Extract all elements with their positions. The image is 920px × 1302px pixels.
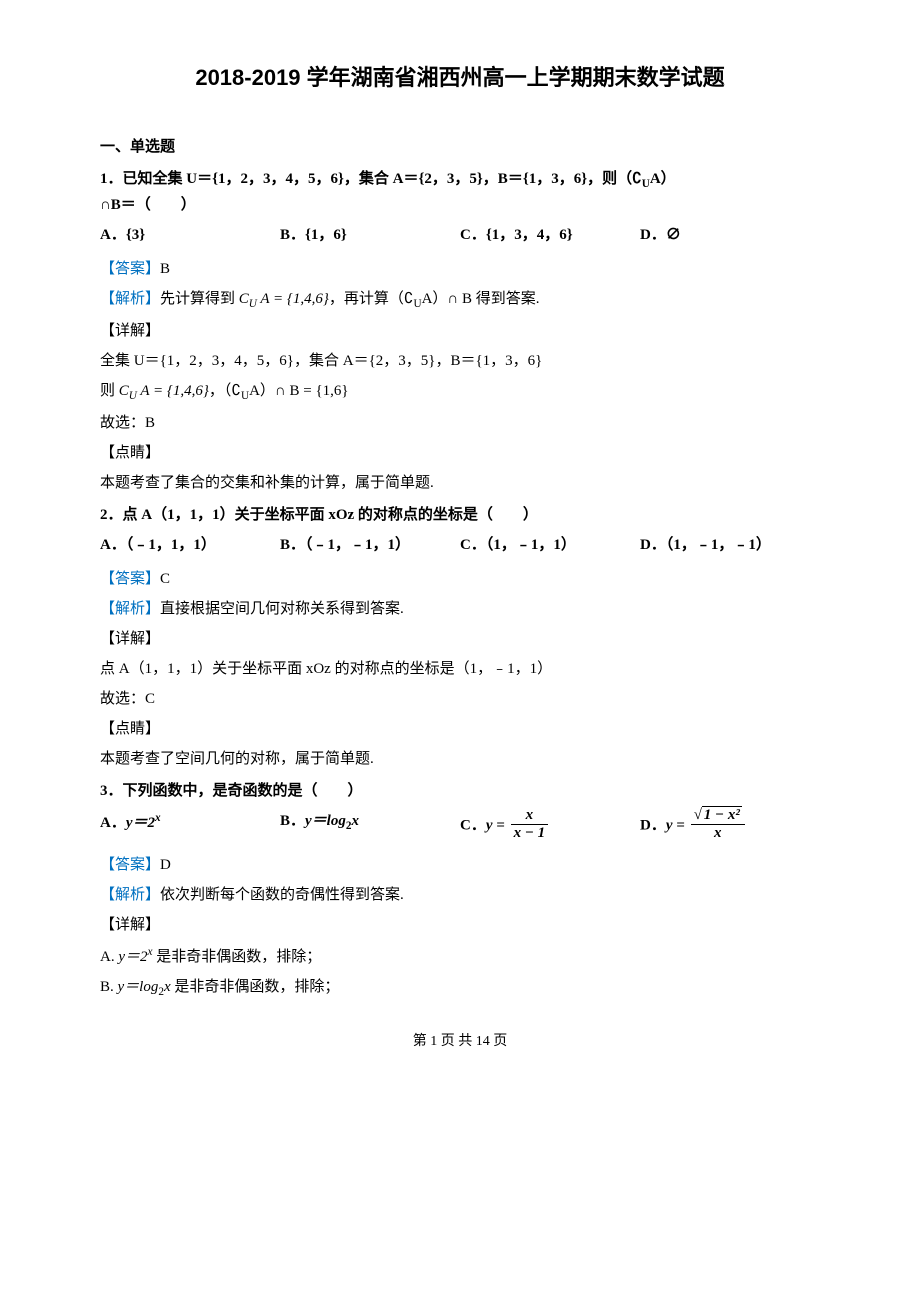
q2-opt-b: B．（﹣1，﹣1，1） <box>280 533 460 557</box>
q3-b-expr: y＝log <box>305 813 346 829</box>
q2-analysis-text: 直接根据空间几何对称关系得到答案. <box>160 601 404 617</box>
q3-d-prefix: D． <box>640 818 666 834</box>
q1-opt-a: A．{3} <box>100 223 280 247</box>
q1-options: A．{3} B．{1，6} C．{1，3，4，6} D．∅ <box>100 223 820 247</box>
q3-detailB-b: 是非奇非偶函数，排除； <box>171 979 340 995</box>
answer-tag: 【答案】 <box>100 571 160 587</box>
q3-detailB-tail: x <box>164 979 171 995</box>
q2-opt-c: C．（1，﹣1，1） <box>460 533 640 557</box>
q1-detail2: 则 CU A = {1,4,6}，（∁UA）∩ B = {1,6} <box>100 379 820 405</box>
answer-tag: 【答案】 <box>100 261 160 277</box>
q2-tip-label: 【点睛】 <box>100 717 820 741</box>
q2-answer-val: C <box>160 571 170 587</box>
q1-analysis-c: A）∩ B 得到答案. <box>422 291 540 307</box>
page-title: 2018-2019 学年湖南省湘西州高一上学期期末数学试题 <box>100 60 820 95</box>
q1-detail2-sub: U <box>241 390 249 402</box>
q2-opt-d: D．（1，﹣1，﹣1） <box>640 533 820 557</box>
q2-detail: 点 A（1，1，1）关于坐标平面 xOz 的对称点的坐标是（1，﹣1，1） <box>100 657 820 681</box>
analysis-tag: 【解析】 <box>100 601 160 617</box>
section-heading: 一、单选题 <box>100 135 820 159</box>
q3-detail-label: 【详解】 <box>100 913 820 937</box>
q3-a-sup: x <box>155 812 161 824</box>
q3-d-den: x <box>691 825 745 842</box>
q3-detailA-b: 是非奇非偶函数，排除； <box>153 949 322 965</box>
q3-detailA-expr: y＝2 <box>118 949 147 965</box>
q3-d-frac: √1 − x²x <box>691 807 745 841</box>
q1-stem-sub: U <box>642 178 650 190</box>
q1-tip-label: 【点睛】 <box>100 441 820 465</box>
q3-analysis-text: 依次判断每个函数的奇偶性得到答案. <box>160 887 404 903</box>
answer-tag: 【答案】 <box>100 857 160 873</box>
q1-detail2-expr1: CU A = {1,4,6} <box>119 383 209 399</box>
q3-c-eq: y = <box>486 818 509 834</box>
q1-detail2-c: A）∩ B = {1,6} <box>249 383 349 399</box>
q1-expr1: CU A = {1,4,6} <box>239 291 329 307</box>
q1-analysis-b: ，再计算（∁ <box>329 291 414 307</box>
q1-stem-a: 1．已知全集 U＝{1，2，3，4，5，6}，集合 A＝{2，3，5}，B＝{1… <box>100 171 642 187</box>
q3-detailA-a: A. <box>100 949 118 965</box>
q3-options: A．y＝2x B．y＝log2x C．y = xx − 1 D．y = √1 −… <box>100 809 820 843</box>
q1-answer-val: B <box>160 261 170 277</box>
page-footer: 第 1 页 共 14 页 <box>100 1031 820 1053</box>
q2-detail-label: 【详解】 <box>100 627 820 651</box>
q2-answer-line: 故选：C <box>100 687 820 711</box>
q1-opt-c: C．{1，3，4，6} <box>460 223 640 247</box>
q3-opt-a: A．y＝2x <box>100 809 280 843</box>
analysis-tag: 【解析】 <box>100 887 160 903</box>
analysis-tag: 【解析】 <box>100 291 160 307</box>
q3-d-num: √1 − x² <box>691 807 745 825</box>
q1-stem-c: ∩B＝（ ） <box>100 193 820 217</box>
q3-b-tail: x <box>351 813 359 829</box>
q3-d-eq: y = <box>666 818 689 834</box>
q1-opt-b: B．{1，6} <box>280 223 460 247</box>
q3-answer: 【答案】D <box>100 853 820 877</box>
q1-stem-b: A） <box>650 171 676 187</box>
q2-tip: 本题考查了空间几何的对称，属于简单题. <box>100 747 820 771</box>
q2-analysis: 【解析】直接根据空间几何对称关系得到答案. <box>100 597 820 621</box>
q1-stem: 1．已知全集 U＝{1，2，3，4，5，6}，集合 A＝{2，3，5}，B＝{1… <box>100 167 820 217</box>
q3-detail-a: A. y＝2x 是非奇非偶函数，排除； <box>100 943 820 969</box>
q3-detailB-a: B. <box>100 979 118 995</box>
q3-answer-val: D <box>160 857 171 873</box>
q1-answer-line: 故选：B <box>100 411 820 435</box>
q1-detail-label: 【详解】 <box>100 319 820 343</box>
q3-b-prefix: B． <box>280 813 305 829</box>
q3-a-expr: y＝2 <box>126 815 155 831</box>
q3-opt-b: B．y＝log2x <box>280 809 460 843</box>
q1-answer: 【答案】B <box>100 257 820 281</box>
q3-analysis: 【解析】依次判断每个函数的奇偶性得到答案. <box>100 883 820 907</box>
q2-opt-a: A．（﹣1，1，1） <box>100 533 280 557</box>
q3-c-den: x − 1 <box>511 825 549 842</box>
q1-detail2-a: 则 <box>100 383 119 399</box>
q2-answer: 【答案】C <box>100 567 820 591</box>
q2-options: A．（﹣1，1，1） B．（﹣1，﹣1，1） C．（1，﹣1，1） D．（1，﹣… <box>100 533 820 557</box>
q3-detail-b: B. y＝log2x 是非奇非偶函数，排除； <box>100 975 820 1001</box>
q3-opt-d: D．y = √1 − x²x <box>640 809 820 843</box>
q1-analysis-a: 先计算得到 <box>160 291 235 307</box>
q3-c-prefix: C． <box>460 818 486 834</box>
q2-stem: 2．点 A（1，1，1）关于坐标平面 xOz 的对称点的坐标是（ ） <box>100 503 820 527</box>
q3-d-sqrt-inner: 1 − x² <box>702 806 742 823</box>
q3-c-num: x <box>511 807 549 825</box>
q3-c-frac: xx − 1 <box>511 807 549 841</box>
q1-opt-d: D．∅ <box>640 223 820 247</box>
q1-analysis-sub: U <box>413 298 421 310</box>
q1-tip: 本题考查了集合的交集和补集的计算，属于简单题. <box>100 471 820 495</box>
q1-detail2-b: ，（∁ <box>209 383 241 399</box>
q3-a-prefix: A． <box>100 815 126 831</box>
q1-analysis: 【解析】先计算得到 CU A = {1,4,6}，再计算（∁UA）∩ B 得到答… <box>100 287 820 313</box>
q3-opt-c: C．y = xx − 1 <box>460 809 640 843</box>
q3-detailB-expr: y＝log <box>118 979 159 995</box>
q3-stem: 3．下列函数中，是奇函数的是（ ） <box>100 779 820 803</box>
q1-detail1: 全集 U＝{1，2，3，4，5，6}，集合 A＝{2，3，5}，B＝{1，3，6… <box>100 349 820 373</box>
